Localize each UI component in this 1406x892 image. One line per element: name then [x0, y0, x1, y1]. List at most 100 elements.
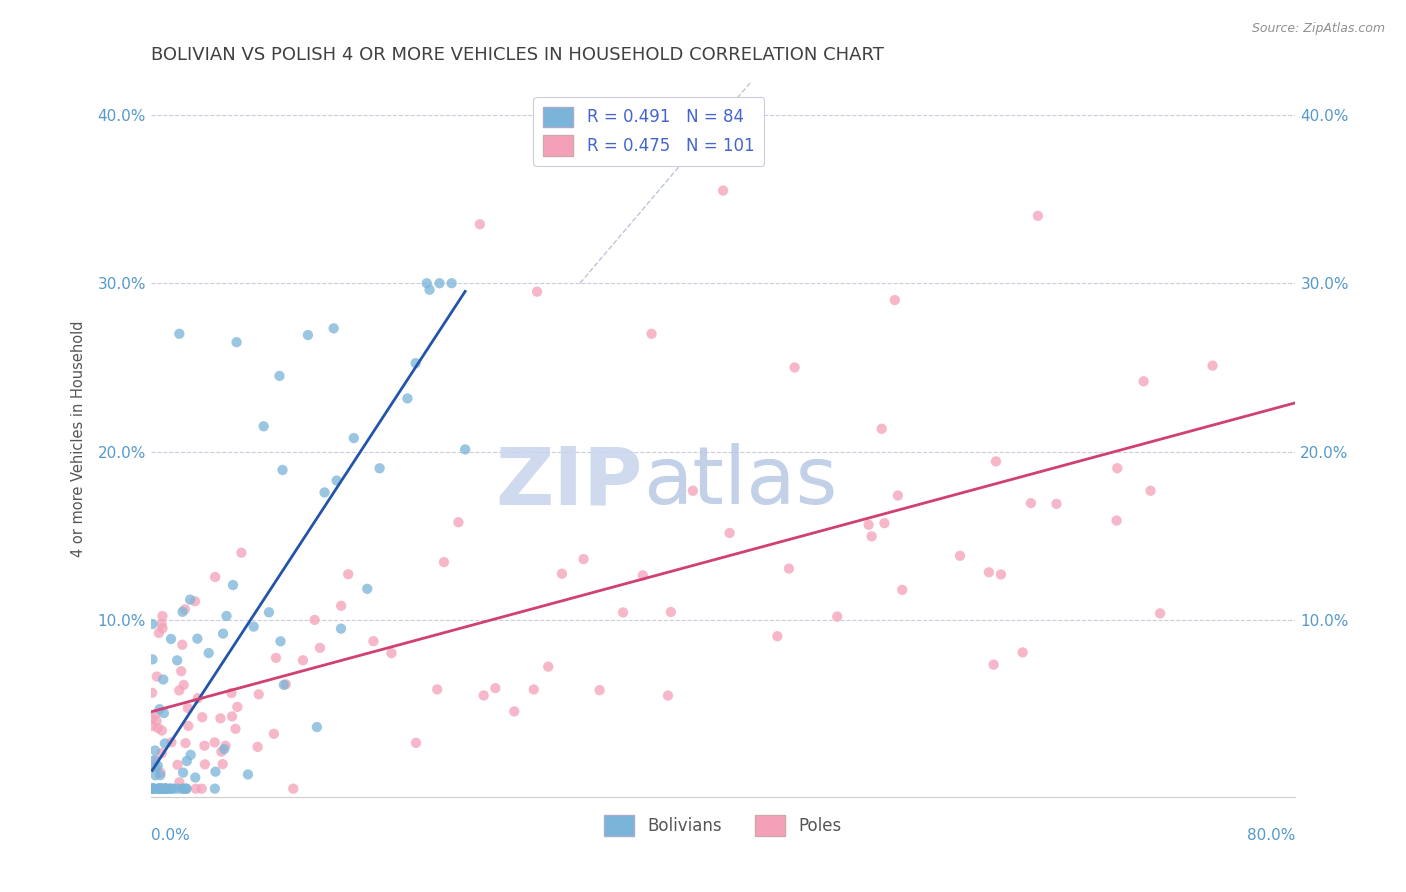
- Point: [253, 419, 276, 434]
- Point: [416, 277, 439, 291]
- Point: [1149, 607, 1171, 621]
- Point: [551, 566, 574, 581]
- Point: [141, 617, 163, 632]
- Point: [159, 781, 181, 796]
- Point: [236, 767, 259, 781]
- Point: [209, 711, 232, 725]
- Point: [204, 570, 226, 584]
- Point: [191, 781, 214, 796]
- Point: [264, 651, 287, 665]
- Point: [297, 328, 319, 343]
- Point: [221, 709, 243, 723]
- Point: [380, 646, 402, 660]
- Point: [304, 613, 326, 627]
- Point: [322, 321, 344, 335]
- Point: [152, 673, 174, 687]
- Point: [152, 621, 174, 635]
- Point: [173, 781, 195, 796]
- Point: [141, 712, 163, 726]
- Point: [180, 747, 202, 762]
- Point: [257, 605, 280, 619]
- Point: [325, 474, 347, 488]
- Point: [160, 781, 183, 796]
- Point: [405, 736, 427, 750]
- Point: [215, 609, 238, 624]
- Point: [468, 217, 491, 231]
- Point: [659, 605, 682, 619]
- Point: [983, 657, 1005, 672]
- Point: [682, 483, 704, 498]
- Point: [212, 742, 235, 756]
- Point: [166, 653, 188, 667]
- Point: [274, 677, 297, 691]
- Point: [330, 622, 353, 636]
- Point: [246, 739, 269, 754]
- Point: [148, 781, 170, 796]
- Point: [187, 691, 209, 706]
- Point: [166, 757, 188, 772]
- Point: [212, 626, 235, 640]
- Point: [176, 754, 198, 768]
- Point: [242, 619, 264, 633]
- Point: [984, 454, 1007, 468]
- Point: [204, 764, 226, 779]
- Point: [484, 681, 506, 695]
- Point: [176, 781, 198, 796]
- Point: [141, 781, 163, 796]
- Point: [825, 609, 848, 624]
- Point: [162, 781, 184, 796]
- Point: [291, 653, 314, 667]
- Point: [157, 781, 180, 796]
- Point: [141, 781, 163, 796]
- Point: [146, 759, 169, 773]
- Point: [142, 781, 165, 796]
- Point: [148, 781, 170, 796]
- Point: [141, 758, 163, 772]
- Point: [472, 689, 495, 703]
- Point: [143, 743, 166, 757]
- Point: [526, 285, 548, 299]
- Point: [155, 781, 177, 796]
- Point: [167, 683, 190, 698]
- Point: [145, 714, 167, 728]
- Point: [150, 723, 173, 738]
- Point: [155, 781, 177, 796]
- Point: [172, 605, 194, 619]
- Point: [143, 753, 166, 767]
- Point: [503, 705, 526, 719]
- Point: [150, 781, 173, 796]
- Point: [447, 515, 470, 529]
- Point: [141, 652, 163, 666]
- Point: [271, 463, 294, 477]
- Point: [860, 529, 883, 543]
- Point: [145, 760, 167, 774]
- Point: [177, 719, 200, 733]
- Point: [433, 555, 456, 569]
- Point: [184, 594, 207, 608]
- Point: [247, 687, 270, 701]
- Point: [141, 781, 163, 796]
- Text: 0.0%: 0.0%: [150, 828, 190, 843]
- Point: [148, 626, 170, 640]
- Point: [523, 682, 546, 697]
- Point: [177, 701, 200, 715]
- Point: [148, 781, 170, 796]
- Point: [142, 781, 165, 796]
- Point: [172, 781, 194, 796]
- Point: [174, 781, 197, 796]
- Point: [363, 634, 385, 648]
- Point: [1107, 461, 1129, 475]
- Point: [990, 567, 1012, 582]
- Point: [166, 781, 188, 796]
- Point: [149, 702, 172, 716]
- Point: [179, 592, 201, 607]
- Point: [883, 293, 905, 307]
- Point: [184, 771, 207, 785]
- Point: [858, 517, 880, 532]
- Point: [269, 368, 291, 383]
- Text: Source: ZipAtlas.com: Source: ZipAtlas.com: [1251, 22, 1385, 36]
- Point: [141, 781, 163, 796]
- Point: [169, 326, 191, 341]
- Point: [887, 489, 910, 503]
- Point: [405, 356, 427, 370]
